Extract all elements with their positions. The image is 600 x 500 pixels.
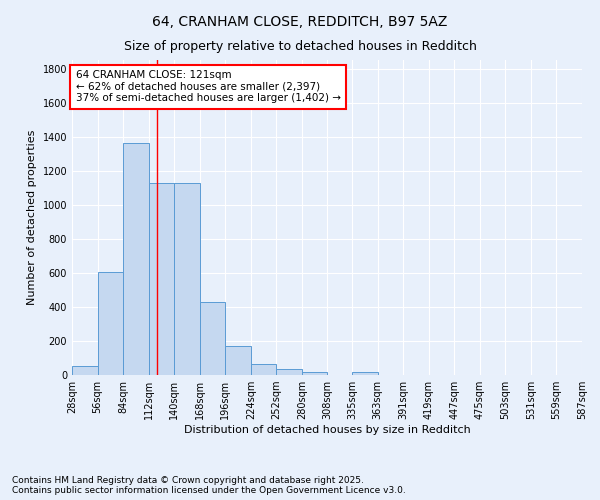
Bar [200,302,225,375]
Bar [225,346,251,375]
Bar [149,182,174,375]
Bar [302,372,328,375]
Bar [123,144,149,375]
X-axis label: Distribution of detached houses by size in Redditch: Distribution of detached houses by size … [184,425,470,435]
Bar [277,369,302,375]
Bar [251,364,277,375]
Bar [72,366,98,375]
Y-axis label: Number of detached properties: Number of detached properties [27,130,37,305]
Text: Contains HM Land Registry data © Crown copyright and database right 2025.
Contai: Contains HM Land Registry data © Crown c… [12,476,406,495]
Text: 64 CRANHAM CLOSE: 121sqm
← 62% of detached houses are smaller (2,397)
37% of sem: 64 CRANHAM CLOSE: 121sqm ← 62% of detach… [76,70,341,103]
Bar [174,182,200,375]
Text: Size of property relative to detached houses in Redditch: Size of property relative to detached ho… [124,40,476,53]
Bar [98,272,123,375]
Text: 64, CRANHAM CLOSE, REDDITCH, B97 5AZ: 64, CRANHAM CLOSE, REDDITCH, B97 5AZ [152,15,448,29]
Bar [352,372,377,375]
